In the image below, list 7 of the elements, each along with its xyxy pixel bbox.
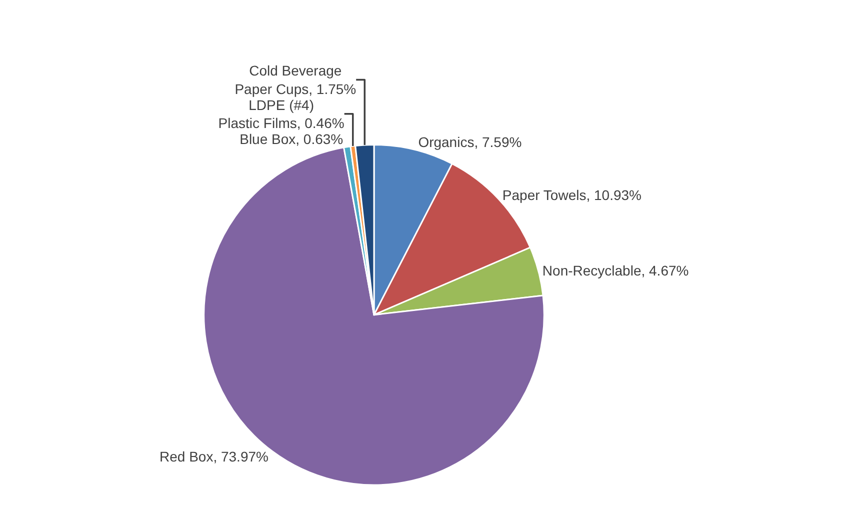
slice-label: Organics, 7.59% [418, 134, 522, 150]
slice-label: Paper Towels, 10.93% [502, 187, 642, 204]
slice-label: Blue Box, 0.63% [240, 131, 344, 148]
slice-label: Cold Beverage Paper Cups, 1.75% [234, 62, 356, 97]
slice-label: Red Box, 73.97% [160, 448, 268, 465]
slice-label: Non-Recyclable, 4.67% [542, 262, 689, 279]
slice-label: LDPE (#4) Plastic Films, 0.46% [218, 96, 344, 132]
